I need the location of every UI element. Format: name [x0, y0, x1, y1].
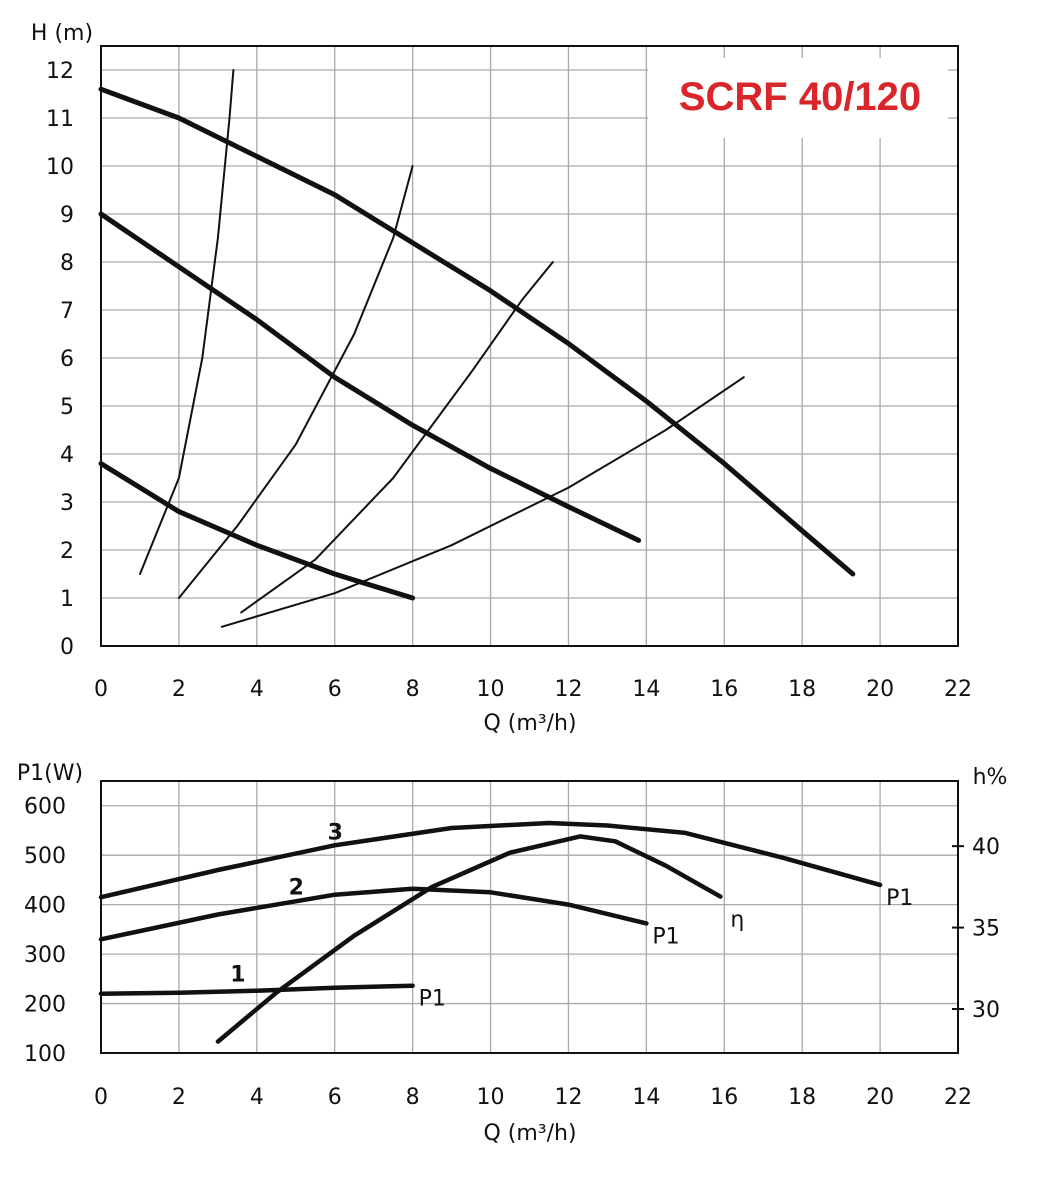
power-curve-2	[98, 886, 649, 942]
efficiency-curve	[215, 834, 723, 1044]
head-x-tick-label: 14	[632, 677, 660, 702]
head-y-tick-label: 5	[60, 395, 74, 420]
power-y-tick-label: 300	[24, 943, 66, 968]
power-chart: 0 2 4 6 8 10 12 14 16 18 20 22100200300400500600303…	[17, 761, 1008, 1146]
power-x-tick-label: 20	[866, 1085, 894, 1110]
head-y-tick-label: 2	[60, 539, 74, 564]
power-x-tick-label: 12	[554, 1085, 582, 1110]
head-y-tick-label: 1	[60, 587, 74, 612]
curve-number-label: 2	[289, 876, 304, 901]
title-backdrop	[648, 58, 948, 138]
power-x-tick-label: 8	[406, 1085, 420, 1110]
power-y-tick-label: 100	[24, 1042, 66, 1067]
head-y-tick-label: 12	[46, 59, 74, 84]
head-x-axis-title: Q (m³/h)	[483, 711, 576, 736]
head-x-tick-label: 6	[328, 677, 342, 702]
eff-y-tick-label: 40	[972, 835, 1000, 860]
eff-axis-title: h%	[973, 765, 1008, 790]
curve-number-label: 3	[328, 820, 343, 845]
system-curve-3	[240, 261, 554, 614]
power-x-tick-label: 18	[788, 1085, 816, 1110]
power-end-label: P1	[652, 924, 679, 949]
head-x-tick-label: 16	[710, 677, 738, 702]
head-x-tick-label: 8	[406, 677, 420, 702]
power-x-tick-label: 0	[94, 1085, 108, 1110]
eff-y-tick-label: 35	[972, 917, 1000, 942]
power-y-tick-label: 200	[24, 993, 66, 1018]
head-curve-speed-3	[98, 86, 856, 577]
system-curve-2	[177, 165, 414, 599]
power-x-tick-label: 22	[944, 1085, 972, 1110]
head-x-tick-label: 18	[788, 677, 816, 702]
head-x-tick-label: 0	[94, 677, 108, 702]
chart-title: SCRF 40/120	[679, 75, 921, 119]
head-curve-speed-2	[98, 211, 642, 543]
curve-number-label: 1	[230, 963, 245, 988]
power-x-tick-label: 4	[250, 1085, 264, 1110]
head-y-tick-label: 3	[60, 491, 74, 516]
head-x-tick-label: 22	[944, 677, 972, 702]
power-x-tick-label: 6	[328, 1085, 342, 1110]
head-y-axis-title: H (m)	[31, 21, 93, 46]
head-plot-frame	[100, 45, 959, 647]
system-curve-1	[139, 69, 235, 575]
head-x-tick-label: 10	[477, 677, 505, 702]
power-y-axis-title: P1(W)	[17, 761, 83, 786]
head-x-tick-label: 2	[172, 677, 186, 702]
power-x-tick-label: 16	[710, 1085, 738, 1110]
power-end-label: P1	[419, 987, 446, 1012]
power-curve-1	[98, 983, 415, 996]
power-plot-frame	[100, 780, 959, 1054]
head-y-tick-label: 10	[46, 155, 74, 180]
system-curve-4	[220, 376, 745, 628]
power-x-tick-label: 10	[477, 1085, 505, 1110]
power-y-tick-label: 600	[24, 795, 66, 820]
head-y-tick-label: 6	[60, 347, 74, 372]
power-x-axis-title: Q (m³/h)	[483, 1121, 576, 1146]
power-y-tick-label: 500	[24, 844, 66, 869]
power-x-tick-label: 2	[172, 1085, 186, 1110]
power-end-label: P1	[886, 886, 913, 911]
head-x-tick-label: 20	[866, 677, 894, 702]
head-x-tick-label: 4	[250, 677, 264, 702]
power-curve-3	[98, 820, 883, 900]
head-y-tick-label: 7	[60, 299, 74, 324]
head-y-tick-label: 0	[60, 635, 74, 660]
power-y-tick-label: 400	[24, 894, 66, 919]
eff-y-tick-label: 30	[972, 998, 1000, 1023]
head-y-tick-label: 4	[60, 443, 74, 468]
power-x-tick-label: 14	[632, 1085, 660, 1110]
head-y-tick-label: 11	[46, 107, 74, 132]
head-y-tick-label: 9	[60, 203, 74, 228]
efficiency-label: η	[730, 908, 744, 933]
head-y-tick-label: 8	[60, 251, 74, 276]
head-x-tick-label: 12	[554, 677, 582, 702]
